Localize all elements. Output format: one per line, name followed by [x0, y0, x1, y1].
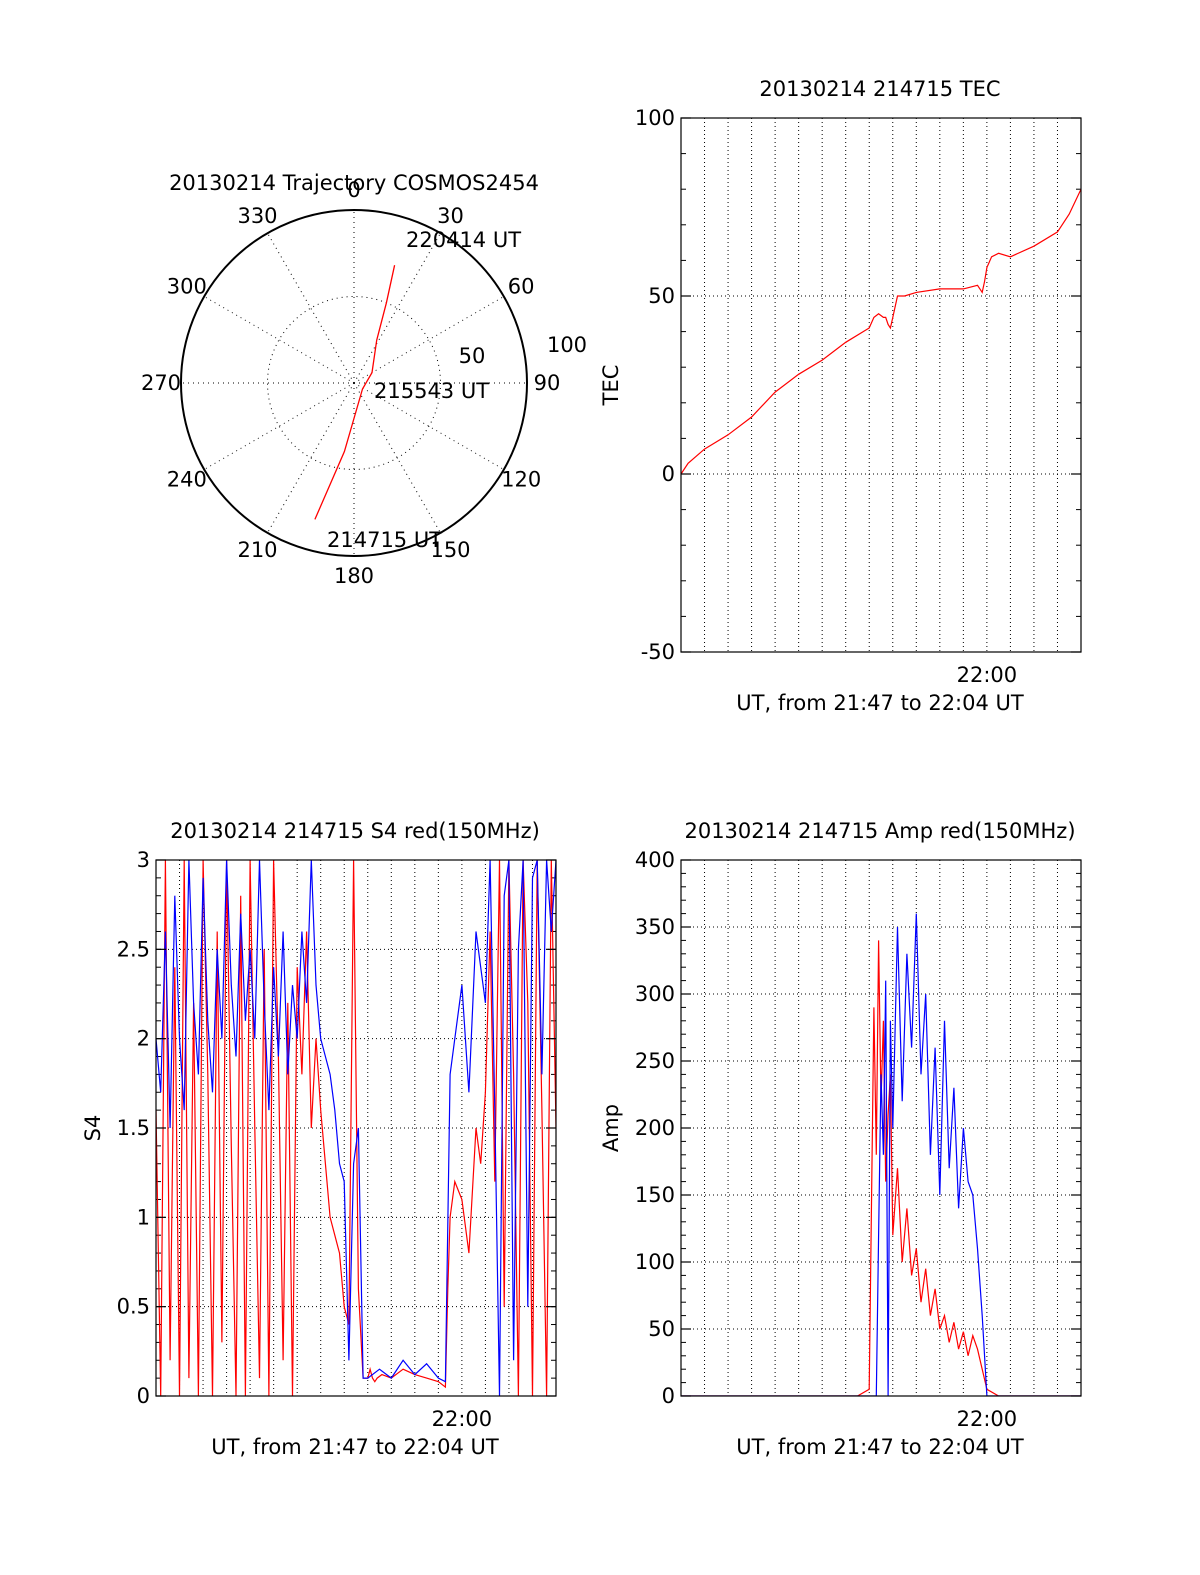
tec-title: 20130214 214715 TEC [759, 77, 1000, 101]
polar-spoke [203, 382, 355, 470]
polar-radius-label: 50 [459, 344, 486, 368]
y-tick-label: 2 [137, 1027, 150, 1051]
polar-angle-label: 240 [167, 468, 207, 492]
polar-angle-label: 210 [237, 538, 277, 562]
y-tick-label: 0 [662, 462, 675, 486]
series-line-blue [681, 913, 1081, 1396]
s4-panel: 20130214 214715 S4 red(150MHz) 0 0.5 1 1.5 2… [81, 819, 557, 1459]
polar-grid [180, 209, 528, 557]
polar-outer-circle [180, 209, 528, 557]
polar-time-annotation: 220414 UT [406, 228, 521, 252]
polar-trajectory-line [314, 265, 396, 520]
y-tick-label: -50 [641, 640, 675, 664]
polar-angle-label: 330 [237, 204, 277, 228]
polar-ring-50 [267, 296, 441, 470]
y-tick-label: 0.5 [117, 1295, 150, 1319]
tec-ylabel: TEC [599, 365, 623, 407]
y-tick-label: 200 [635, 1116, 675, 1140]
y-tick-label: 100 [635, 106, 675, 130]
trajectory-panel: 20130214 Trajectory COSMOS2454 0 30 60 90 12… [141, 171, 587, 588]
x-tick-label: 22:00 [957, 663, 1018, 687]
polar-angle-label: 270 [141, 371, 181, 395]
polar-time-annotation: 214715 UT [327, 528, 442, 552]
polar-spoke [203, 296, 355, 384]
y-tick-label: 250 [635, 1049, 675, 1073]
polar-spoke [353, 232, 441, 384]
polar-spoke [267, 232, 355, 384]
y-tick-label: 100 [635, 1250, 675, 1274]
polar-angle-label: 180 [334, 564, 374, 588]
y-tick-label: 150 [635, 1183, 675, 1207]
series-group [681, 188, 1081, 475]
polar-angle-label: 0 [347, 178, 360, 202]
polar-annotations: 220414 UT 215543 UT 214715 UT [327, 228, 521, 552]
series-group [681, 913, 1081, 1396]
tec-panel: 20130214 214715 TEC -50 0 50 100 22:00 UT, f… [599, 77, 1082, 715]
tec-xlabel: UT, from 21:47 to 22:04 UT [736, 691, 1024, 715]
polar-angle-labels: 0 30 60 90 120 150 180 210 240 270 300 330 [141, 178, 560, 588]
s4-plot-area: 0 0.5 1 1.5 2 2.5 3 22:00 [117, 848, 557, 1431]
polar-angle-label: 90 [534, 371, 561, 395]
y-tick-label: 2.5 [117, 937, 150, 961]
y-tick-label: 3 [137, 848, 150, 872]
series-line-red [681, 188, 1081, 475]
series-line-blue [156, 860, 556, 1396]
polar-radius-label: 100 [547, 333, 587, 357]
y-tick-label: 0 [137, 1384, 150, 1408]
y-tick-label: 1 [137, 1205, 150, 1229]
polar-trajectory-series [314, 265, 396, 520]
amp-plot-area: 0 50 100 150 200 250 300 350 400 22:00 [635, 848, 1082, 1431]
polar-time-annotation: 215543 UT [374, 379, 489, 403]
amp-xlabel: UT, from 21:47 to 22:04 UT [736, 1435, 1024, 1459]
series-line-red [681, 940, 1081, 1396]
series-group [156, 860, 556, 1396]
polar-angle-label: 30 [437, 204, 464, 228]
y-tick-label: 400 [635, 848, 675, 872]
y-tick-label: 1.5 [117, 1116, 150, 1140]
amp-panel: 20130214 214715 Amp red(150MHz) 0 50 100 15… [599, 819, 1082, 1459]
polar-angle-label: 150 [430, 538, 470, 562]
y-tick-label: 0 [662, 1384, 675, 1408]
series-line-red [156, 860, 556, 1396]
polar-angle-label: 300 [167, 275, 207, 299]
y-tick-label: 300 [635, 982, 675, 1006]
s4-ylabel: S4 [81, 1115, 105, 1142]
polar-angle-label: 120 [501, 468, 541, 492]
trajectory-title: 20130214 Trajectory COSMOS2454 [169, 171, 539, 195]
plot-frame [680, 117, 1082, 653]
polar-radius-labels: 50 100 [459, 333, 587, 368]
amp-ylabel: Amp [599, 1104, 623, 1152]
x-tick-label: 22:00 [432, 1407, 493, 1431]
polar-angle-label: 60 [508, 275, 535, 299]
s4-title: 20130214 214715 S4 red(150MHz) [170, 819, 540, 843]
y-tick-label: 50 [648, 284, 675, 308]
x-tick-label: 22:00 [957, 1407, 1018, 1431]
y-tick-label: 350 [635, 915, 675, 939]
tec-plot-area: -50 0 50 100 22:00 [635, 106, 1082, 687]
amp-title: 20130214 214715 Amp red(150MHz) [684, 819, 1075, 843]
s4-xlabel: UT, from 21:47 to 22:04 UT [211, 1435, 499, 1459]
y-tick-label: 50 [648, 1317, 675, 1341]
